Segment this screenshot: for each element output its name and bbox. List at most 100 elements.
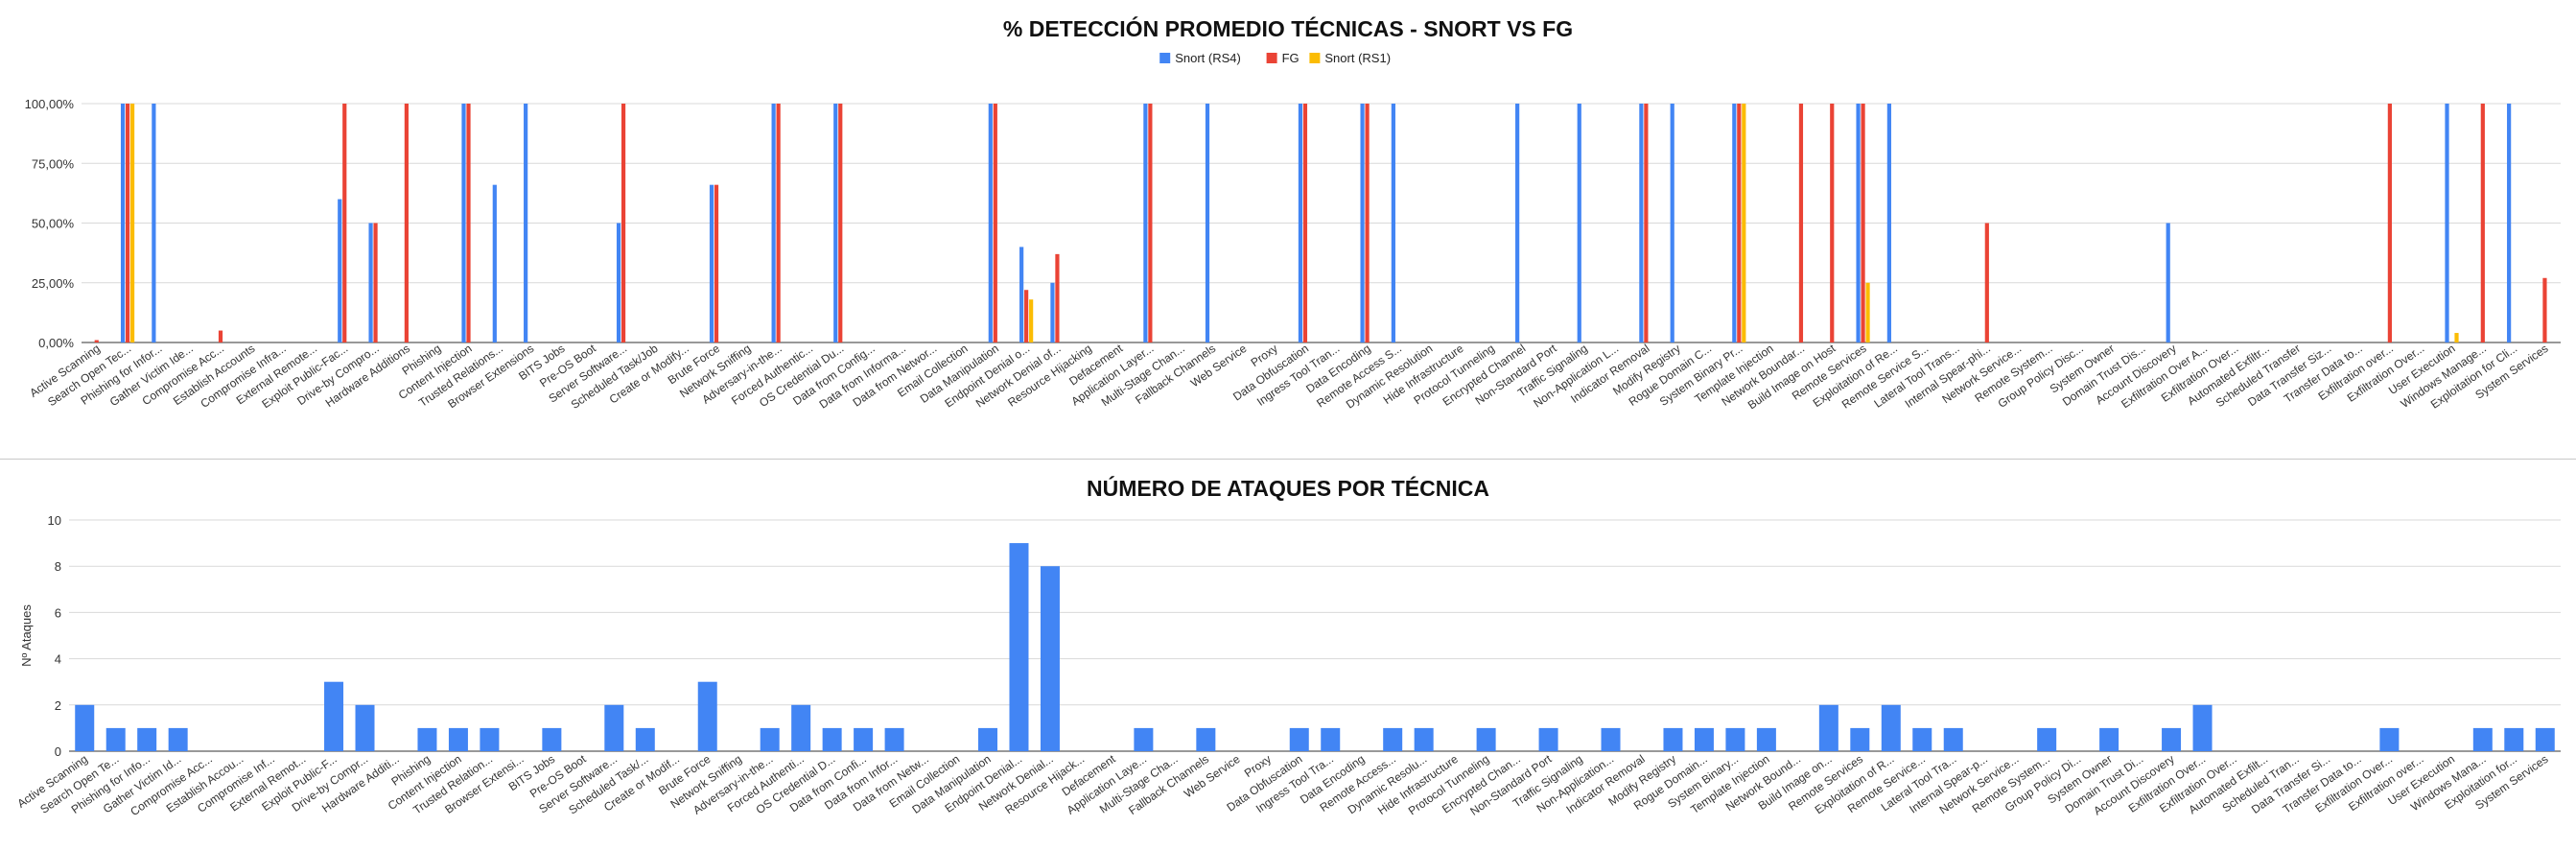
bar [1577,104,1581,342]
bar [524,104,528,342]
bar [2504,727,2524,751]
legend-label: Snort (RS1) [1324,51,1391,65]
y-tick-label: 2 [55,698,61,713]
bar [1865,282,1870,342]
bar [342,104,347,342]
bar [771,104,776,342]
bar [1850,727,1870,751]
bar [1148,104,1153,342]
bar [1298,104,1303,342]
bar [75,704,95,751]
bar [709,184,714,342]
bar [604,704,624,751]
bar [2535,727,2555,751]
bar [1040,566,1060,751]
bar [1009,543,1029,751]
chart-divider [0,459,2576,460]
bar [1360,104,1365,342]
bar [635,727,655,751]
y-tick-label: 0 [55,744,61,759]
y-tick-label: 0,00% [38,336,74,350]
bar [492,184,497,342]
bar [1886,104,1891,342]
y-axis-title: Nº Ataques [19,604,34,667]
bar [1391,104,1395,342]
bar [1856,104,1861,342]
bar [1134,727,1154,751]
bar [373,223,378,342]
chart-2: NÚMERO DE ATAQUES POR TÉCNICA 0 2 4 6 8 10 Nº A… [14,475,2561,818]
bar [1383,727,1403,751]
bar [616,223,621,342]
bar [2454,333,2459,342]
chart-title: % DETECCIÓN PROMEDIO TÉCNICAS - SNORT VS… [1003,15,1573,41]
bar [1302,104,1308,342]
y-tick-label: 25,00% [32,276,75,291]
y-tick-label: 6 [55,605,61,620]
bar [1321,727,1341,751]
bar [1830,104,1835,342]
bar [1861,104,1865,342]
bar [1742,104,1746,342]
bar [1476,727,1496,751]
bar [1639,104,1644,342]
bar [1732,104,1737,342]
bar [2445,104,2449,342]
legend-swatch [1159,53,1171,63]
y-tick-label: 100,00% [25,97,75,111]
bar [697,681,717,751]
bar [1912,727,1932,751]
bar [1205,104,1210,342]
bar [993,104,997,342]
bar [1984,223,1989,342]
bar [480,727,500,751]
bar [1050,282,1055,342]
bar [1737,104,1742,342]
bar [448,727,468,751]
bar [1798,104,1804,342]
bar [542,727,562,751]
bar [988,104,993,342]
bar [218,330,223,342]
bar [1881,704,1901,751]
bar [1538,727,1558,751]
bar [338,199,342,342]
bar [1694,727,1714,751]
bar [776,104,781,342]
y-tick-label: 10 [48,513,61,528]
bar [822,727,842,751]
chart-title: NÚMERO DE ATAQUES POR TÉCNICA [1087,475,1489,501]
bar [1943,727,1963,751]
chart-1: % DETECCIÓN PROMEDIO TÉCNICAS - SNORT VS… [25,15,2561,412]
bar [1196,727,1216,751]
bar [2166,223,2170,342]
bar [120,104,126,342]
bar [1024,290,1029,342]
bar [854,727,874,751]
bar [1414,727,1434,751]
y-tick-label: 4 [55,652,61,667]
bar [1663,727,1683,751]
bar [1365,104,1370,342]
bar [129,104,135,342]
bar [1818,704,1838,751]
bar [1019,247,1024,342]
bar [466,104,471,342]
legend-label: Snort (RS4) [1175,51,1241,65]
bar [461,104,466,342]
bar [621,104,626,342]
bar [355,704,375,751]
bar [833,104,838,342]
bar [2507,104,2512,342]
bar [838,104,843,342]
bar [1601,727,1621,751]
bar [1670,104,1674,342]
bar [2480,104,2485,342]
bar [978,727,998,751]
bar [94,340,99,342]
bar [368,223,373,342]
bar [152,104,156,342]
bar [1515,104,1520,342]
bar [1725,727,1745,751]
